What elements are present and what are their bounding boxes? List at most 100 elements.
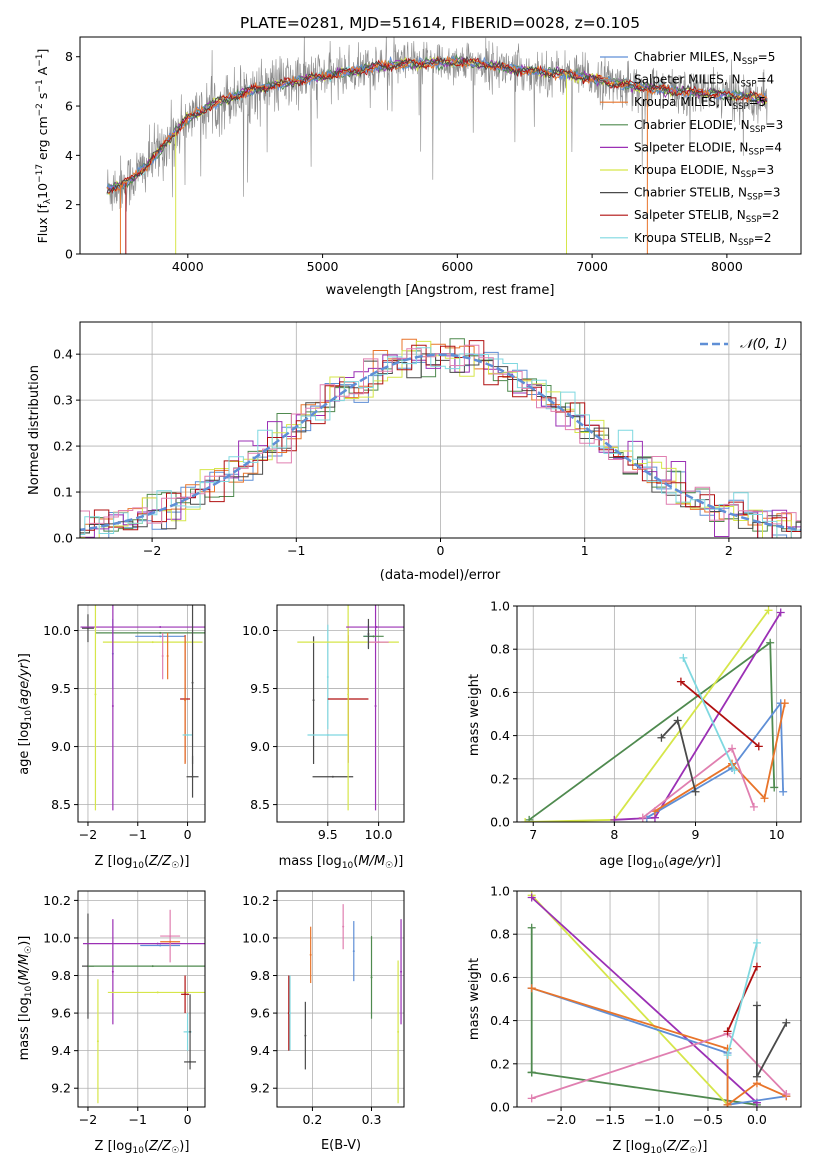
weight-marker-chabrier_miles-3 <box>779 787 788 796</box>
plot-area <box>106 37 768 254</box>
data-point-2 <box>156 942 159 945</box>
weight-line-chabrier_stelib <box>756 1005 788 1078</box>
x-tick-label: 6000 <box>441 259 473 274</box>
y-tick-label: 9.4 <box>51 1043 71 1058</box>
age-vs-z-ylabel: age [log10(age/yr)] <box>17 653 34 775</box>
x-tick-label: 0.0 <box>747 1112 767 1127</box>
weight-marker-kroupa_stelib-1 <box>752 938 761 947</box>
mass-vs-z-xlabel: Z [log10(Z/Z☉)] <box>95 1139 190 1156</box>
weight-marker-kroupa_stelib-0 <box>679 653 688 662</box>
x-tick-label: −1 <box>129 1112 147 1127</box>
mass-weight-vs-age-plot: 7 8 9 10 0.0 0.2 0.4 0.6 0.8 1.0 <box>490 599 802 842</box>
histogram-step-chabrier_stelib <box>80 353 801 534</box>
y-tick-label: 0.4 <box>490 728 510 743</box>
spectrum-title: PLATE=0281, MJD=51614, FIBERID=0028, z=0… <box>240 14 640 32</box>
residual-histogram-plot: −2 −1 0 1 2 0.0 0.1 0.2 0.3 0.4 𝒩(0, 1) <box>53 321 802 558</box>
data-point-2 <box>159 626 162 629</box>
weight-marker-chabrier_stelib-1 <box>752 1072 761 1081</box>
weight-marker-salpeter_stelib-1 <box>754 742 763 751</box>
x-tick-label: 7000 <box>576 259 608 274</box>
x-tick-label: 7 <box>529 827 537 842</box>
x-tick-label: 0.3 <box>362 1112 382 1127</box>
legend-entry-salpeter_miles: Salpeter MILES, NSSP=4 <box>634 73 774 90</box>
plot-area <box>80 338 801 538</box>
weight-line-kroupa_miles <box>654 703 786 812</box>
x-tick-label: −2 <box>143 543 161 558</box>
weight-marker-chabrier_stelib-2 <box>691 787 700 796</box>
y-tick-label: 4 <box>65 148 73 163</box>
spectrum-legend: Chabrier MILES, NSSP=5 Salpeter MILES, NS… <box>600 50 783 248</box>
x-tick-label: 0.2 <box>302 1112 322 1127</box>
mass-vs-metallicity-plot: −2 −1 0 9.2 9.4 9.6 9.8 10.0 10.2 <box>43 890 206 1127</box>
legend-rest: =4 <box>756 73 774 87</box>
weight-marker-salpeter_stelib-1 <box>752 962 761 971</box>
residual-xlabel: (data-model)/error <box>380 568 501 583</box>
data-point-8 <box>400 970 403 973</box>
x-tick-label: −1 <box>129 827 147 842</box>
y-tick-label: 9.8 <box>51 968 71 983</box>
mass-vs-extinction-plot: 0.2 0.3 9.2 9.4 9.6 9.8 10.0 10.2 <box>242 890 405 1127</box>
plot-area <box>297 605 404 811</box>
x-tick-label: 9 <box>692 827 700 842</box>
weight-marker-kroupa_stelib-0 <box>723 1051 732 1060</box>
data-point-4 <box>159 944 162 947</box>
weight-marker-kroupa_elodie-0 <box>521 818 530 822</box>
data-point-12 <box>186 733 189 736</box>
weight-line-kroupa_stelib <box>726 942 758 1056</box>
weight-marker-salpeter_elodie-0 <box>610 815 619 822</box>
data-point-11 <box>372 635 375 638</box>
data-point-3 <box>151 965 154 968</box>
legend-subscript: SSP <box>750 125 766 135</box>
histogram-step-chabrier_elodie <box>80 338 801 534</box>
y-tick-label: 0.6 <box>490 685 510 700</box>
plot-area <box>287 904 403 1104</box>
legend-rest: =5 <box>758 50 776 64</box>
data-point-10 <box>186 1030 189 1033</box>
data-point-13 <box>191 775 194 778</box>
histogram-step-kroupa_stelib <box>80 347 801 538</box>
data-point-0 <box>86 627 89 630</box>
data-point-1 <box>111 970 114 973</box>
legend-rest: =2 <box>754 231 772 245</box>
y-tick-label: 0.0 <box>490 815 510 830</box>
y-tick-label: 0.1 <box>53 485 73 500</box>
axes-frame <box>276 604 405 823</box>
data-point-12 <box>189 1030 192 1033</box>
x-tick-label: 0 <box>437 543 445 558</box>
legend-entry-salpeter_elodie: Salpeter ELODIE, NSSP=4 <box>634 140 782 157</box>
weight-line-chabrier_elodie <box>528 640 776 821</box>
y-tick-label: 0.6 <box>490 970 510 985</box>
y-tick-label: 0.0 <box>490 1100 510 1115</box>
legend-subscript: SSP <box>741 170 757 180</box>
data-point-1 <box>288 1012 291 1015</box>
legend-rest: =5 <box>749 95 767 109</box>
weight-vs-z-ylabel: mass weight <box>467 958 482 1040</box>
data-point-5 <box>352 950 355 953</box>
legend-subscript: SSP <box>733 102 749 112</box>
x-tick-label: 2 <box>725 543 733 558</box>
y-tick-label: 0.4 <box>53 347 73 362</box>
x-tick-label: −0.5 <box>693 1112 723 1127</box>
data-point-9 <box>184 993 187 996</box>
weight-marker-kroupa_miles-2 <box>760 794 769 803</box>
legend-rest: =3 <box>763 186 781 200</box>
y-tick-label: 1.0 <box>490 884 510 899</box>
x-tick-label: −1.5 <box>595 1112 625 1127</box>
weight-line-kroupa_stelib <box>682 657 736 771</box>
plot-area <box>527 891 791 1107</box>
weight-marker-kroupa_miles-0 <box>527 984 536 993</box>
weight-marker-pink-0 <box>638 813 647 822</box>
residual-ylabel: Normed distribution <box>27 365 42 495</box>
data-point-7 <box>397 1030 400 1033</box>
y-tick-label: 8 <box>65 49 73 64</box>
axes-frame <box>77 604 206 823</box>
x-tick-label: −2.0 <box>546 1112 576 1127</box>
age-vs-metallicity-plot: −2 −1 0 8.5 9.0 9.5 10.0 <box>43 604 206 842</box>
axes-frame <box>516 605 802 823</box>
legend-entry-salpeter_stelib: Salpeter STELIB, NSSP=2 <box>634 208 779 225</box>
weight-marker-salpeter_stelib-0 <box>723 1027 732 1036</box>
data-point-5 <box>156 991 159 994</box>
y-tick-label: 9.2 <box>51 1081 71 1096</box>
legend-subscript: SSP <box>747 193 763 203</box>
y-tick-label: 1.0 <box>490 599 510 614</box>
